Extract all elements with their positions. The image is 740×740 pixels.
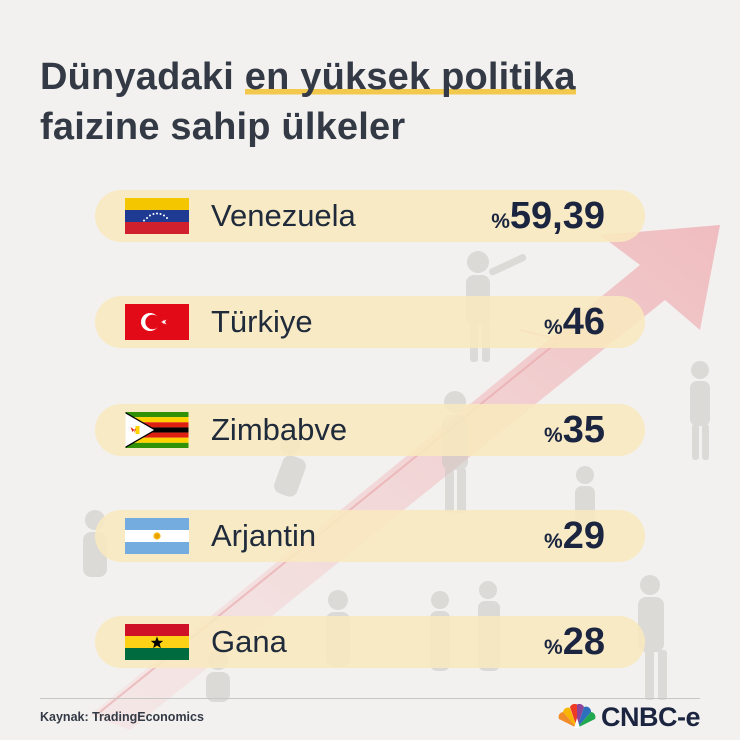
table-row: Venezuela %59,39: [95, 190, 645, 242]
cnbc-e-logo: CNBC-e: [557, 702, 701, 732]
peacock-icon: [558, 704, 596, 728]
country-name: Türkiye: [211, 304, 313, 339]
source-label: Kaynak: TradingEconomics: [40, 710, 204, 724]
percent-sign: %: [491, 210, 510, 233]
table-row: Zimbabve %35: [95, 404, 645, 456]
footer-divider: [40, 698, 700, 699]
rate-number: 59,39: [509, 195, 605, 237]
title-line-1: Dünyadaki en yüksek politika: [40, 52, 576, 102]
rate-value: %28: [544, 620, 605, 670]
logo-text: CNBC-e: [600, 702, 701, 732]
rate-value: %59,39: [491, 194, 605, 244]
rate-value: %46: [544, 300, 605, 350]
rate-value: %35: [544, 408, 605, 458]
country-name: Venezuela: [211, 198, 356, 233]
table-row: Arjantin %29: [95, 510, 645, 562]
zimbabwe-flag-icon: [125, 412, 189, 448]
percent-sign: %: [544, 424, 563, 447]
rate-value: %29: [544, 514, 605, 564]
page-title: Dünyadaki en yüksek politika faizine sah…: [40, 52, 576, 152]
rate-number: 29: [562, 515, 605, 557]
country-name: Arjantin: [211, 518, 317, 553]
title-line-2: faizine sahip ülkeler: [40, 106, 406, 148]
rate-number: 46: [562, 301, 605, 343]
table-row: Türkiye %46: [95, 296, 645, 348]
percent-sign: %: [544, 636, 563, 659]
turkey-flag-icon: [125, 304, 189, 340]
percent-sign: %: [544, 316, 563, 339]
venezuela-flag-icon: [125, 198, 189, 234]
rate-number: 35: [562, 409, 605, 451]
country-name: Gana: [211, 624, 287, 659]
title-prefix: Dünyadaki: [40, 56, 245, 98]
argentina-flag-icon: [125, 518, 189, 554]
title-highlight: en yüksek politika: [244, 56, 576, 98]
ghana-flag-icon: [125, 624, 189, 660]
rate-number: 28: [562, 621, 605, 663]
country-name: Zimbabve: [211, 412, 348, 447]
table-row: Gana %28: [95, 616, 645, 668]
percent-sign: %: [544, 530, 563, 553]
